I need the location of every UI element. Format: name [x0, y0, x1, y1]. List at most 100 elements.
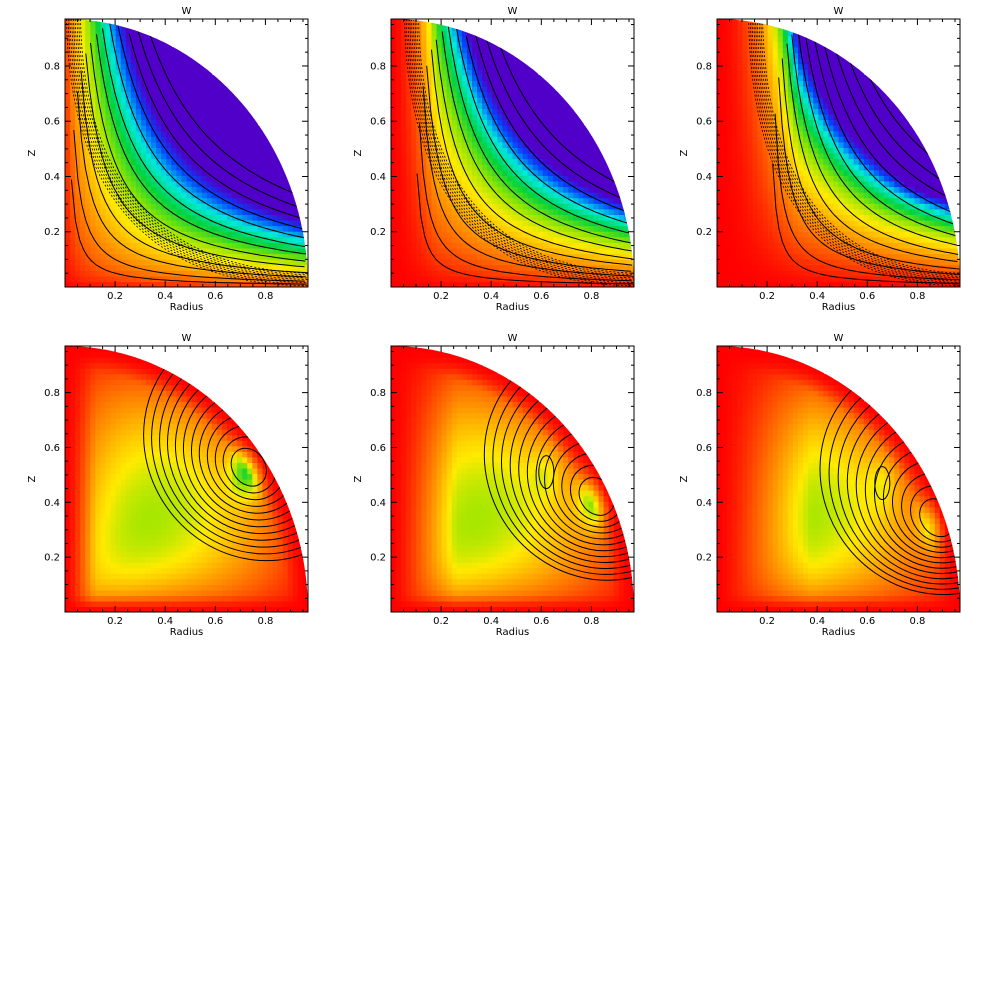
heatmap-cell — [135, 113, 142, 121]
heatmap-cell — [416, 164, 422, 171]
heatmap-cell — [115, 86, 122, 93]
heatmap-cell — [833, 259, 840, 266]
heatmap-cell — [191, 236, 198, 243]
heatmap-cell — [130, 180, 137, 188]
heatmap-cell — [767, 113, 774, 121]
heatmap-cell — [181, 236, 188, 243]
heatmap-cell — [451, 125, 458, 132]
heatmap-cell — [472, 74, 478, 82]
heatmap-cell — [130, 86, 137, 93]
heatmap-cell — [176, 225, 183, 232]
heatmap-cell — [156, 242, 162, 249]
contour-line-dashed — [80, 19, 308, 274]
heatmap-cell — [70, 130, 76, 137]
heatmap-cell — [100, 136, 107, 143]
heatmap-cell — [416, 242, 422, 249]
heatmap-cell — [717, 225, 723, 232]
contour-line — [76, 91, 305, 278]
heatmap-cell — [482, 158, 488, 165]
heatmap-cell — [578, 247, 584, 255]
heatmap-cell — [618, 220, 625, 227]
heatmap-cell — [742, 153, 748, 160]
heatmap-cell — [105, 19, 112, 26]
heatmap-cell — [120, 35, 127, 42]
heatmap-cell — [813, 69, 819, 76]
heatmap-cell — [742, 158, 748, 165]
heatmap-cell — [446, 169, 453, 176]
heatmap-cell — [146, 180, 152, 188]
y-axis-label: Z — [353, 149, 364, 156]
heatmap-cell — [732, 153, 738, 160]
heatmap-cell — [568, 242, 574, 249]
heatmap-cell — [502, 208, 509, 216]
heatmap-cell — [517, 102, 524, 109]
heatmap-cell — [767, 203, 774, 210]
heatmap-cell — [292, 231, 299, 238]
heatmap-cell — [598, 158, 605, 165]
heatmap-cell — [436, 214, 443, 221]
heatmap-cell — [502, 164, 509, 171]
heatmap-cell — [532, 214, 539, 221]
heatmap-cell — [176, 264, 183, 271]
heatmap-cell — [227, 253, 233, 260]
heatmap-cell — [492, 108, 498, 115]
heatmap-cell — [252, 136, 258, 143]
heatmap-cell — [588, 231, 595, 238]
heatmap-cell — [527, 69, 534, 76]
heatmap-cell — [777, 153, 784, 160]
heatmap-cell — [75, 108, 81, 115]
heatmap-cell — [818, 281, 824, 287]
heatmap-cell — [287, 231, 294, 238]
heatmap-cell — [737, 164, 743, 171]
heatmap-cell — [747, 130, 754, 137]
heatmap-cell — [166, 91, 172, 98]
heatmap-cell — [135, 220, 142, 227]
heatmap-cell — [598, 164, 605, 171]
heatmap-cell — [803, 130, 809, 137]
heatmap-cell — [598, 236, 605, 243]
heatmap-cell — [151, 153, 157, 160]
x-axis-label: Radius — [170, 302, 204, 313]
heatmap-cell — [161, 41, 167, 48]
heatmap-cell — [487, 74, 493, 82]
heatmap-cell — [242, 281, 248, 287]
heatmap-cell — [492, 141, 498, 149]
heatmap-cell — [522, 69, 529, 76]
heatmap-cell — [242, 130, 248, 137]
heatmap-cell — [232, 113, 238, 121]
heatmap-cell — [247, 175, 253, 182]
heatmap-cell — [80, 175, 86, 182]
heatmap-cell — [401, 247, 407, 255]
heatmap-cell — [90, 192, 96, 199]
heatmap-cell — [105, 102, 112, 109]
heatmap-cell — [798, 203, 804, 210]
heatmap-cell — [221, 247, 228, 255]
heatmap-cell — [547, 91, 554, 98]
heatmap-cell — [808, 164, 814, 171]
heatmap-cell — [110, 147, 117, 154]
heatmap-cell — [211, 275, 218, 283]
heatmap-cell — [732, 231, 738, 238]
heatmap-cell — [547, 197, 554, 204]
heatmap-cell — [196, 141, 203, 149]
heatmap-cell — [466, 141, 473, 149]
heatmap-cell — [722, 270, 728, 277]
heatmap-cell — [277, 231, 284, 238]
heatmap-cell — [717, 52, 723, 59]
heatmap-cell — [492, 158, 498, 165]
heatmap-cell — [120, 108, 127, 115]
heatmap-cell — [262, 264, 269, 271]
heatmap-field — [391, 19, 634, 287]
heatmap-cell — [191, 74, 198, 82]
heatmap-cell — [517, 197, 524, 204]
heatmap-cell — [757, 136, 764, 143]
heatmap-cell — [492, 197, 498, 204]
heatmap-cell — [125, 52, 132, 59]
heatmap-cell — [272, 180, 279, 188]
heatmap-cell — [65, 86, 71, 93]
heatmap-cell — [732, 52, 738, 59]
heatmap-cell — [563, 113, 569, 121]
heatmap-cell — [411, 52, 417, 59]
plot-frame — [390, 18, 635, 288]
heatmap-cell — [456, 253, 463, 260]
